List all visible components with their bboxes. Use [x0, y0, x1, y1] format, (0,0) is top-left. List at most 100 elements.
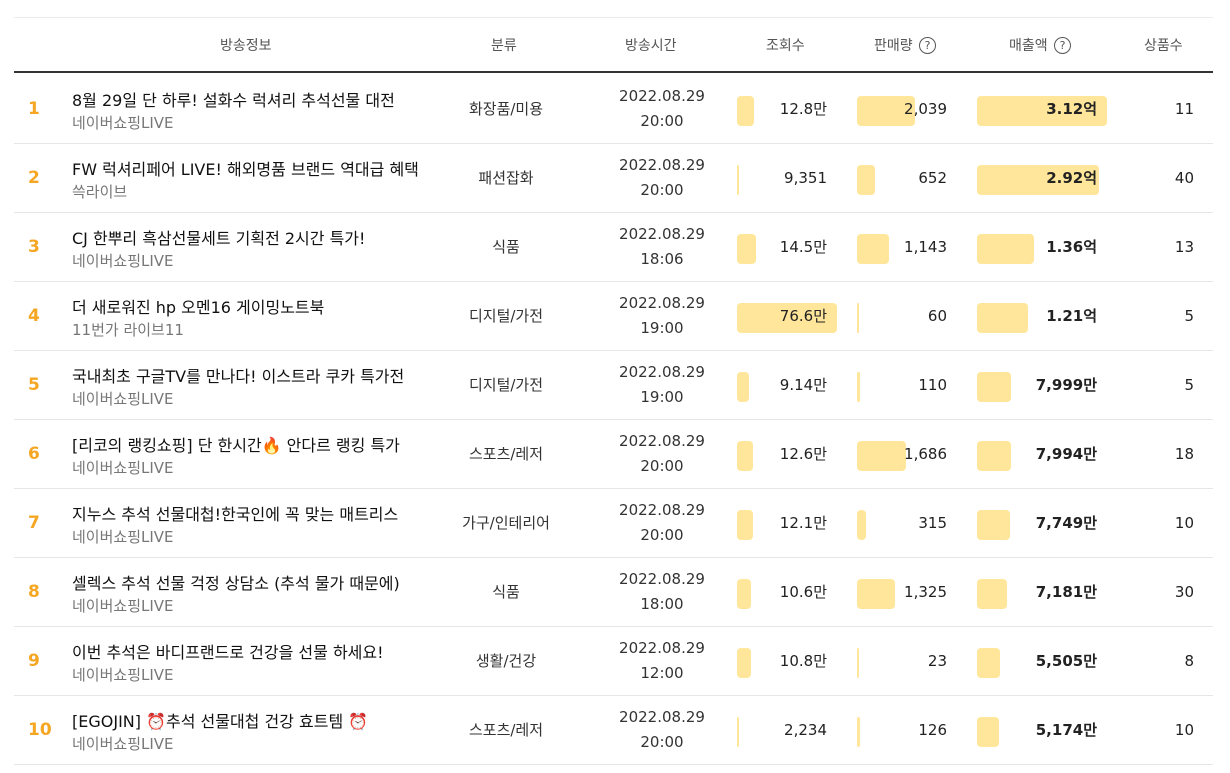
table-row[interactable]: 3 CJ 한뿌리 흑삼선물세트 기획전 2시간 특가! 네이버쇼핑LIVE 식품 202…	[14, 213, 1213, 282]
sales-bar	[857, 303, 859, 333]
broadcast-title[interactable]: [EGOJIN] ⏰추석 선물대첩 건강 효트템 ⏰	[72, 712, 369, 731]
header-views: 조회수	[766, 38, 805, 54]
sales-value: 23	[927, 652, 947, 670]
sales-bar	[857, 96, 915, 126]
product-count-value: 10	[1174, 514, 1194, 532]
broadcast-date: 2022.08.29	[619, 708, 705, 726]
views-bar	[737, 234, 756, 264]
broadcast-time: 18:06	[640, 250, 684, 268]
views-bar	[737, 510, 753, 540]
product-count-value: 5	[1184, 376, 1194, 394]
header-broadcast-info: 방송정보	[220, 38, 272, 54]
category-label: 화장품/미용	[468, 100, 544, 118]
views-value: 10.8만	[779, 652, 827, 670]
broadcast-date: 2022.08.29	[619, 639, 705, 657]
revenue-value: 1.36억	[1046, 238, 1097, 256]
broadcast-date: 2022.08.29	[619, 87, 705, 105]
header-revenue: 매출액 ?	[1009, 18, 1072, 73]
table-row[interactable]: 8 셀렉스 추석 선물 걱정 상담소 (추석 물가 때문에) 네이버쇼핑LIVE 식품…	[14, 558, 1213, 627]
broadcast-title[interactable]: 셀렉스 추석 선물 걱정 상담소 (추석 물가 때문에)	[72, 574, 400, 593]
table-row[interactable]: 4 더 새로워진 hp 오멘16 게이밍노트북 11번가 라이브11 디지털/가전 20…	[14, 282, 1213, 351]
views-bar	[737, 372, 749, 402]
broadcast-date: 2022.08.29	[619, 156, 705, 174]
sales-value: 315	[918, 514, 947, 532]
rank-number: 8	[28, 582, 40, 602]
sales-value: 126	[918, 721, 947, 739]
revenue-value: 5,174만	[1035, 721, 1097, 739]
help-icon[interactable]: ?	[919, 37, 937, 54]
sales-bar	[857, 234, 889, 264]
table-header: 방송정보 분류 방송시간 조회수 판매량 ? 매출액 ? 상품수	[14, 18, 1213, 73]
broadcast-title[interactable]: CJ 한뿌리 흑삼선물세트 기획전 2시간 특가!	[72, 229, 366, 248]
category-label: 생활/건강	[475, 652, 537, 670]
revenue-value: 2.92억	[1046, 169, 1097, 187]
channel-name: 네이버쇼핑LIVE	[72, 390, 174, 408]
header-product-count: 상품수	[1144, 38, 1183, 54]
broadcast-title[interactable]: 국내최초 구글TV를 만나다! 이스트라 쿠카 특가전	[72, 367, 405, 386]
header-top-border	[14, 17, 1213, 18]
rank-number: 9	[28, 651, 40, 671]
channel-name: 네이버쇼핑LIVE	[72, 459, 174, 477]
category-label: 스포츠/레저	[468, 721, 544, 739]
product-count-value: 30	[1174, 583, 1194, 601]
views-value: 10.6만	[779, 583, 827, 601]
channel-name: 11번가 라이브11	[72, 321, 184, 339]
views-value: 76.6만	[779, 307, 827, 325]
views-bar	[737, 303, 837, 333]
table-row[interactable]: 6 [리코의 랭킹쇼핑] 단 한시간🔥 안다르 랭킹 특가 네이버쇼핑LIVE 스포츠…	[14, 420, 1213, 489]
revenue-value: 7,749만	[1035, 514, 1097, 532]
revenue-value: 7,994만	[1035, 445, 1097, 463]
views-value: 9,351	[784, 169, 827, 187]
product-count-value: 18	[1174, 445, 1194, 463]
table-row[interactable]: 5 국내최초 구글TV를 만나다! 이스트라 쿠카 특가전 네이버쇼핑LIVE 디지털…	[14, 351, 1213, 420]
views-value: 12.1만	[779, 514, 827, 532]
broadcast-time: 20:00	[640, 181, 684, 199]
rank-number: 1	[28, 99, 40, 119]
broadcast-time: 19:00	[640, 319, 684, 337]
views-bar	[737, 441, 753, 471]
sales-bar	[857, 579, 895, 609]
broadcast-time: 18:00	[640, 595, 684, 613]
broadcast-title[interactable]: 이번 추석은 바디프랜드로 건강을 선물 하세요!	[72, 643, 384, 662]
broadcast-time: 20:00	[640, 112, 684, 130]
table-row[interactable]: 10 [EGOJIN] ⏰추석 선물대첩 건강 효트템 ⏰ 네이버쇼핑LIVE 스포츠…	[14, 696, 1213, 765]
rank-number: 5	[28, 375, 40, 395]
broadcast-title[interactable]: FW 럭셔리페어 LIVE! 해외명품 브랜드 역대급 혜택	[72, 160, 419, 179]
views-bar	[737, 579, 751, 609]
sales-value: 1,143	[904, 238, 947, 256]
broadcast-title[interactable]: 더 새로워진 hp 오멘16 게이밍노트북	[72, 298, 325, 317]
sales-value: 1,325	[904, 583, 947, 601]
category-label: 패션잡화	[478, 169, 534, 187]
category-label: 디지털/가전	[468, 307, 544, 325]
product-count-value: 8	[1184, 652, 1194, 670]
channel-name: 네이버쇼핑LIVE	[72, 252, 174, 270]
broadcast-time: 20:00	[640, 733, 684, 751]
broadcast-title[interactable]: 8월 29일 단 하루! 설화수 럭셔리 추석선물 대전	[72, 91, 395, 110]
rank-number: 6	[28, 444, 40, 464]
sales-bar	[857, 372, 860, 402]
broadcast-time: 19:00	[640, 388, 684, 406]
revenue-value: 7,181만	[1035, 583, 1097, 601]
broadcast-date: 2022.08.29	[619, 432, 705, 450]
sales-bar	[857, 510, 866, 540]
revenue-bar	[977, 441, 1011, 471]
header-sales-volume: 판매량 ?	[874, 18, 937, 73]
views-bar	[737, 717, 739, 747]
broadcast-title[interactable]: 지누스 추석 선물대첩!한국인에 꼭 맞는 매트리스	[72, 505, 399, 524]
sales-bar	[857, 441, 906, 471]
broadcast-title[interactable]: [리코의 랭킹쇼핑] 단 한시간🔥 안다르 랭킹 특가	[72, 436, 400, 455]
table-row[interactable]: 7 지누스 추석 선물대첩!한국인에 꼭 맞는 매트리스 네이버쇼핑LIVE 가구/인…	[14, 489, 1213, 558]
header-revenue-label: 매출액	[1009, 38, 1048, 54]
channel-name: 네이버쇼핑LIVE	[72, 114, 174, 132]
category-label: 식품	[492, 238, 520, 256]
broadcast-date: 2022.08.29	[619, 294, 705, 312]
help-icon[interactable]: ?	[1054, 37, 1072, 54]
channel-name: 쓱라이브	[72, 183, 128, 201]
header-category: 분류	[491, 38, 517, 54]
views-value: 14.5만	[779, 238, 827, 256]
broadcast-time: 12:00	[640, 664, 684, 682]
table-row[interactable]: 2 FW 럭셔리페어 LIVE! 해외명품 브랜드 역대급 혜택 쓱라이브 패션잡화 2…	[14, 144, 1213, 213]
revenue-bar	[977, 303, 1028, 333]
table-row[interactable]: 9 이번 추석은 바디프랜드로 건강을 선물 하세요! 네이버쇼핑LIVE 생활/건강…	[14, 627, 1213, 696]
